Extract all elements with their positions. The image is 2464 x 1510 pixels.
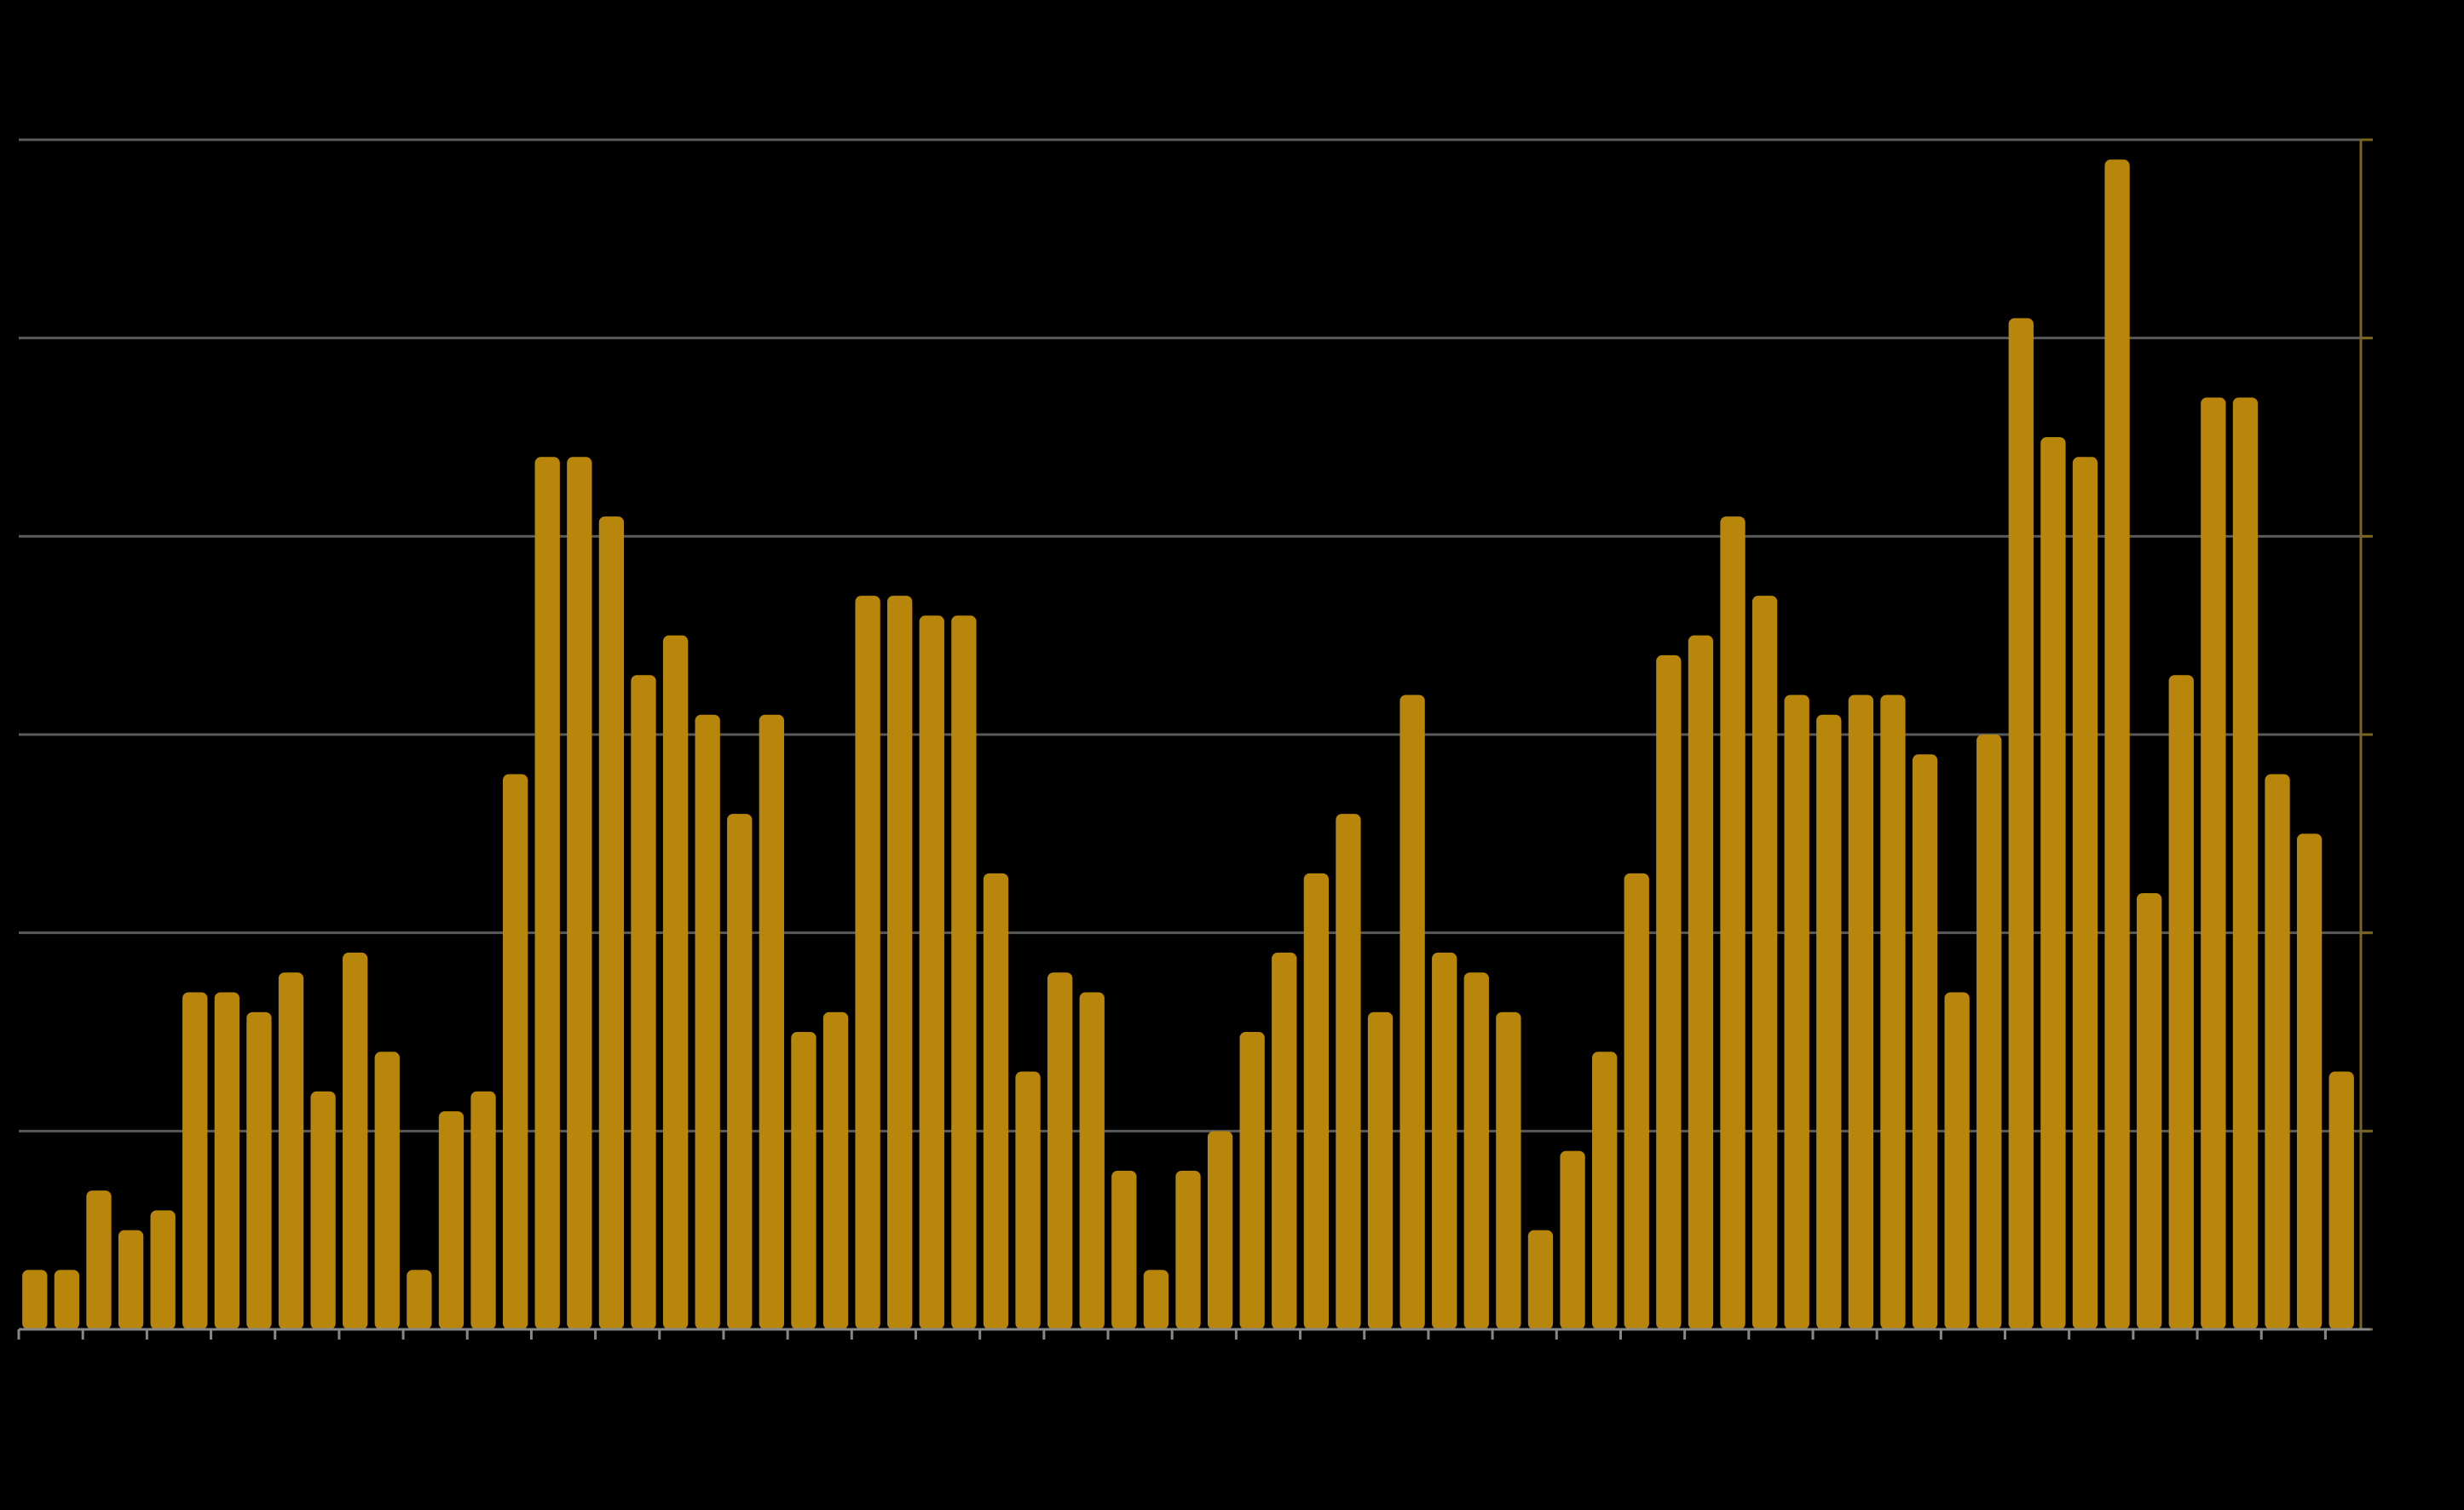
bar xyxy=(214,992,239,1329)
bar xyxy=(822,1011,849,1329)
bar xyxy=(1143,1270,1169,1329)
bar xyxy=(1496,1011,1521,1329)
bar xyxy=(150,1210,176,1329)
bar xyxy=(1816,714,1842,1329)
bar xyxy=(374,1052,400,1329)
bar xyxy=(2201,397,2226,1329)
bar xyxy=(22,1270,48,1329)
bar xyxy=(54,1270,80,1329)
bar xyxy=(1367,1011,1394,1329)
bar xyxy=(2265,774,2290,1329)
bar xyxy=(791,1032,817,1329)
bar xyxy=(631,675,656,1329)
bar xyxy=(2296,833,2323,1329)
bar xyxy=(855,596,880,1329)
bar xyxy=(182,992,208,1329)
bar xyxy=(118,1230,144,1329)
bar xyxy=(759,714,785,1329)
bar xyxy=(1239,1032,1265,1329)
bar xyxy=(951,615,977,1329)
bar xyxy=(1175,1170,1201,1329)
bar xyxy=(1624,873,1649,1329)
bar xyxy=(695,714,720,1329)
bar xyxy=(1272,952,1297,1329)
bar xyxy=(1976,735,2002,1329)
bar xyxy=(2008,318,2034,1329)
bar xyxy=(1560,1150,1585,1329)
bar xyxy=(1336,814,1361,1329)
bar xyxy=(1848,694,1874,1329)
bar xyxy=(534,457,560,1329)
bar xyxy=(278,972,304,1329)
bar xyxy=(1656,654,1682,1329)
bar xyxy=(1432,952,1457,1329)
bar xyxy=(1399,694,1425,1329)
bar xyxy=(2232,397,2259,1329)
bar xyxy=(2168,675,2194,1329)
bar xyxy=(1880,694,1906,1329)
bar xyxy=(887,596,913,1329)
bar xyxy=(598,516,625,1329)
bar xyxy=(567,457,592,1329)
bar xyxy=(1688,635,1714,1329)
bar xyxy=(1015,1071,1041,1329)
bar xyxy=(246,1011,272,1329)
bar xyxy=(1079,992,1105,1329)
bar xyxy=(407,1270,432,1329)
bar xyxy=(2137,893,2162,1329)
bar xyxy=(86,1190,112,1329)
bar xyxy=(2072,457,2098,1329)
bar xyxy=(1591,1052,1618,1329)
bar xyxy=(438,1111,465,1329)
bar xyxy=(1751,596,1778,1329)
bar xyxy=(1111,1170,1137,1329)
bar xyxy=(1527,1230,1554,1329)
bar xyxy=(2104,159,2130,1330)
bar xyxy=(2328,1071,2354,1329)
bar xyxy=(1944,992,1970,1329)
bar xyxy=(1207,1131,1233,1329)
bar xyxy=(727,814,753,1329)
bar xyxy=(1720,516,1746,1329)
bar xyxy=(1912,754,1938,1329)
bar xyxy=(1784,694,1809,1329)
bar xyxy=(983,873,1009,1329)
bar xyxy=(343,952,368,1329)
bar xyxy=(662,635,689,1329)
bar xyxy=(502,774,528,1329)
bar xyxy=(1047,972,1073,1329)
bar xyxy=(1463,972,1489,1329)
bar xyxy=(919,615,944,1329)
bar xyxy=(470,1091,496,1329)
bar xyxy=(1303,873,1330,1329)
bar xyxy=(2040,437,2066,1329)
bar xyxy=(310,1091,336,1329)
